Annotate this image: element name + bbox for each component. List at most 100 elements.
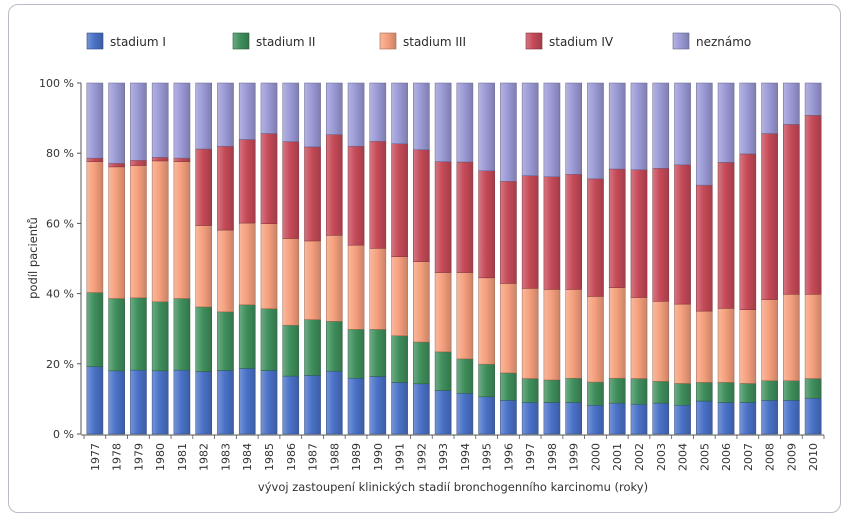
bar-segment-2003-4 (652, 168, 670, 302)
bar-segment-2004-1 (674, 404, 691, 435)
bar-segment-1985-5 (260, 82, 278, 134)
x-tick-label-1984: 1984 (241, 443, 254, 471)
legend-swatch-5 (672, 32, 690, 50)
bar-segment-1984-2 (238, 304, 256, 369)
bar-segment-2005-1 (695, 400, 713, 435)
bar-segment-2002-5 (630, 82, 648, 170)
bar-segment-1997-2 (521, 378, 539, 403)
bar-segment-1977-3 (86, 161, 104, 293)
bar-segment-1977-5 (86, 82, 104, 159)
bar-segment-2009-2 (783, 380, 800, 401)
bar-segment-2007-4 (739, 153, 757, 310)
x-tick-label-1999: 1999 (568, 443, 581, 471)
bar-segment-1996-4 (500, 181, 517, 284)
bar-segment-2004-2 (674, 383, 691, 406)
bar-segment-2006-4 (717, 162, 735, 309)
bar-segment-1990-2 (369, 329, 387, 377)
x-tick-label-2009: 2009 (785, 443, 798, 471)
bar-segment-1980-1 (151, 370, 169, 435)
bar-segment-1978-3 (108, 166, 125, 299)
x-tick-label-2000: 2000 (589, 443, 602, 471)
bar-segment-2004-3 (674, 303, 691, 384)
bar-segment-2005-4 (695, 184, 713, 312)
bar-segment-1997-4 (521, 175, 539, 289)
bar-segment-1994-1 (456, 393, 474, 435)
bar-segment-1983-2 (217, 311, 234, 371)
bar-segment-1978-4 (108, 163, 125, 168)
bar-segment-1989-4 (347, 145, 365, 246)
bar-segment-1987-3 (304, 240, 321, 320)
bar-segment-1981-2 (173, 298, 191, 371)
x-tick-label-1988: 1988 (328, 443, 341, 471)
bar-segment-2007-2 (739, 383, 757, 403)
bar-segment-2002-2 (630, 378, 648, 405)
bar-segment-1990-1 (369, 376, 387, 435)
bar-segment-2007-1 (739, 402, 757, 435)
bar-segment-1985-1 (260, 370, 278, 435)
bar-segment-1995-1 (478, 396, 495, 435)
x-tick-label-1993: 1993 (437, 443, 450, 471)
bar-segment-1988-5 (325, 82, 343, 135)
x-tick-label-1983: 1983 (219, 443, 232, 471)
bar-segment-1981-4 (173, 157, 191, 162)
bar-segment-1983-3 (217, 229, 234, 313)
x-tick-label-2001: 2001 (611, 443, 624, 471)
bar-segment-2006-5 (717, 82, 735, 163)
legend-swatch-2 (232, 32, 250, 50)
bar-segment-1987-4 (304, 146, 321, 242)
bar-segment-1992-4 (413, 149, 430, 262)
legend-swatch-1 (86, 32, 104, 50)
legend-label-3: stadium III (403, 35, 466, 49)
bar-segment-1997-1 (521, 402, 539, 435)
bar-segment-2001-2 (608, 377, 626, 404)
x-tick-label-2002: 2002 (633, 443, 646, 471)
bar-segment-1995-5 (478, 82, 495, 171)
bar-segment-1996-2 (500, 372, 517, 401)
bar-segment-1992-2 (413, 341, 430, 385)
x-tick-label-1985: 1985 (263, 443, 276, 471)
bar-segment-1986-1 (282, 375, 300, 435)
bar-segment-2005-3 (695, 310, 713, 383)
bar-segment-1978-2 (108, 298, 125, 372)
bar-segment-2009-3 (783, 294, 800, 381)
bar-segment-2003-5 (652, 82, 670, 169)
bar-segment-1983-1 (217, 370, 234, 435)
x-tick-label-1991: 1991 (394, 443, 407, 471)
bar-segment-2001-5 (608, 82, 626, 170)
bar-segment-2010-1 (804, 397, 822, 435)
bar-segment-1998-4 (543, 176, 561, 290)
x-tick-label-1982: 1982 (198, 443, 211, 471)
bar-segment-1988-3 (325, 235, 343, 322)
bar-segment-1987-1 (304, 375, 321, 435)
bar-segment-2009-5 (783, 82, 800, 125)
bar-segment-1977-4 (86, 157, 104, 162)
bar-segment-1998-1 (543, 402, 561, 435)
bar-segment-1991-3 (391, 256, 408, 336)
x-tick-label-2003: 2003 (655, 443, 668, 471)
bar-segment-1999-4 (565, 174, 583, 290)
bar-segment-1996-3 (500, 283, 517, 374)
bar-segment-2000-5 (587, 82, 604, 180)
bar-segment-1995-4 (478, 170, 495, 279)
x-axis: 1977 1978 1979 1980 1981 1982 1983 1984 1985 1986… (81, 434, 825, 471)
bar-segment-1982-4 (195, 148, 213, 226)
bar-segment-1980-2 (151, 301, 169, 372)
x-tick-label-1997: 1997 (524, 443, 537, 471)
bar-segment-1992-1 (413, 383, 430, 435)
x-tick-label-2010: 2010 (807, 443, 820, 471)
bar-segment-1991-1 (391, 382, 408, 435)
legend-label-1: stadium I (110, 35, 166, 49)
bar-segment-1999-1 (565, 402, 583, 435)
bar-segment-2005-2 (695, 382, 713, 402)
bar-segment-1993-2 (434, 351, 452, 391)
bar-segment-2006-2 (717, 382, 735, 403)
bars (86, 82, 822, 435)
bar-segment-1989-1 (347, 377, 365, 435)
bar-segment-1999-5 (565, 82, 583, 175)
bar-segment-2009-4 (783, 124, 800, 295)
bar-segment-2002-1 (630, 403, 648, 435)
bar-segment-1991-4 (391, 143, 408, 257)
bar-segment-1986-4 (282, 141, 300, 239)
bar-segment-2007-5 (739, 82, 757, 155)
bar-segment-2002-3 (630, 297, 648, 379)
